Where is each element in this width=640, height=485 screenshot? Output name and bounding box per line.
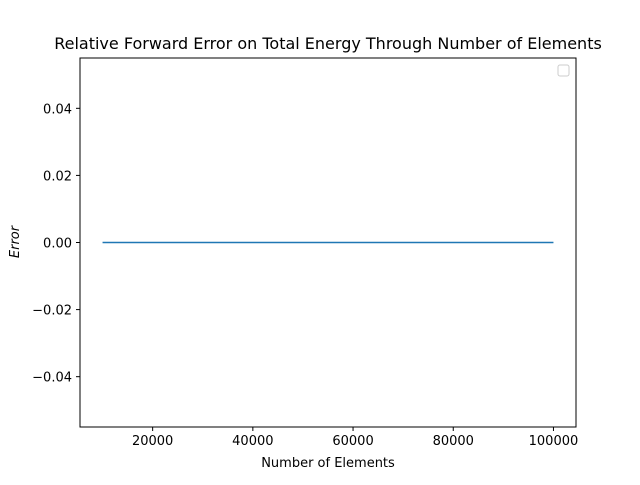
- y-tick-label: −0.02: [32, 304, 72, 319]
- x-tick-label: 80000: [433, 434, 474, 449]
- y-tick-label: −0.04: [32, 371, 72, 386]
- chart-title: Relative Forward Error on Total Energy T…: [54, 34, 602, 53]
- y-axis-title: Error: [8, 224, 23, 258]
- y-tick-label: 0.02: [43, 169, 72, 184]
- x-tick-label: 20000: [132, 434, 173, 449]
- y-tick-label: 0.04: [43, 102, 72, 117]
- y-axis: −0.04 −0.02 0.00 0.02 0.04: [32, 102, 80, 386]
- x-tick-label: 100000: [529, 434, 579, 449]
- x-axis-title: Number of Elements: [261, 456, 395, 471]
- plot-area: [79, 57, 577, 428]
- x-tick-label: 60000: [332, 434, 373, 449]
- x-tick-label: 40000: [232, 434, 273, 449]
- x-axis: 20000 40000 60000 80000 100000: [132, 427, 578, 449]
- legend-box: [557, 64, 570, 77]
- y-tick-label: 0.00: [43, 237, 72, 252]
- legend: [557, 64, 570, 77]
